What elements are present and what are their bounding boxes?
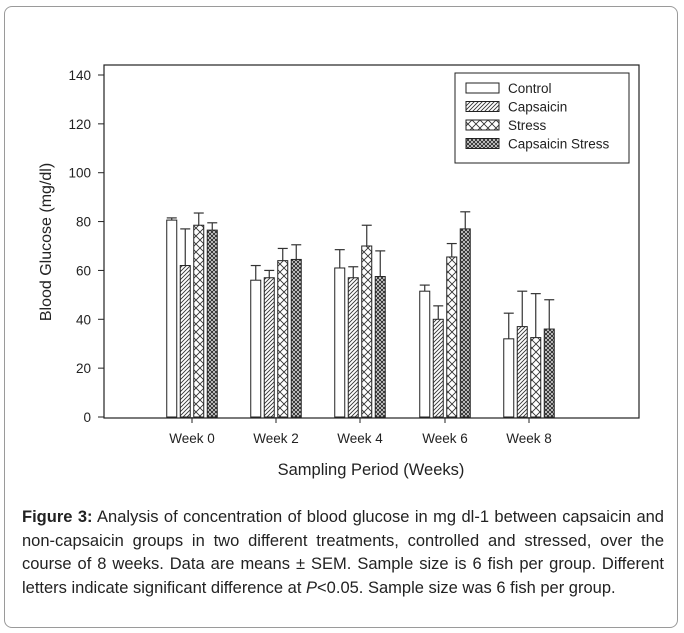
legend-item: Capsaicin Stress bbox=[465, 137, 610, 152]
bar bbox=[459, 228, 471, 418]
bar-group-item bbox=[432, 305, 444, 418]
legend-swatch bbox=[465, 138, 500, 149]
bar bbox=[516, 326, 528, 418]
bar bbox=[250, 279, 262, 418]
bar-group-item bbox=[347, 266, 359, 418]
bar bbox=[290, 258, 302, 418]
y-tick-label: 80 bbox=[76, 215, 91, 230]
caption-text-end: <0.05. Sample size was 6 fish per group. bbox=[317, 578, 616, 597]
x-tick-label: Week 6 bbox=[422, 431, 468, 446]
bar-group-item bbox=[374, 250, 386, 418]
bar-group-item bbox=[290, 244, 302, 418]
y-tick-label: 40 bbox=[76, 312, 91, 327]
bar-group-item bbox=[530, 293, 542, 418]
bar-group-item bbox=[361, 224, 373, 418]
y-tick-label: 140 bbox=[68, 68, 91, 83]
y-tick-label: 20 bbox=[76, 361, 91, 376]
bar bbox=[193, 224, 205, 418]
legend-swatch bbox=[465, 119, 500, 131]
x-tick-label: Week 8 bbox=[506, 431, 552, 446]
legend-item: Capsaicin bbox=[465, 100, 567, 115]
legend: Control Capsaicin Stress Capsaicin Stress bbox=[454, 72, 630, 164]
bar-group-item bbox=[250, 264, 262, 418]
x-tick-label: Week 4 bbox=[337, 431, 383, 446]
bar bbox=[347, 277, 359, 418]
bar bbox=[446, 256, 458, 418]
bar bbox=[277, 260, 289, 418]
legend-item: Stress bbox=[465, 118, 547, 133]
y-tick-label: 100 bbox=[68, 166, 91, 181]
x-axis-label: Sampling Period (Weeks) bbox=[278, 461, 465, 479]
figure-frame bbox=[4, 6, 678, 628]
y-tick-label: 0 bbox=[83, 410, 91, 425]
legend-swatch bbox=[465, 101, 500, 112]
plot-area bbox=[103, 64, 640, 419]
y-axis-label: Blood Glucose (mg/dl) bbox=[38, 163, 55, 321]
x-tick-label: Week 0 bbox=[169, 431, 215, 446]
bar-group-item bbox=[543, 299, 555, 418]
bar-group-item bbox=[419, 284, 431, 418]
bars-layer bbox=[166, 211, 555, 418]
bar bbox=[179, 265, 191, 418]
bar bbox=[530, 337, 542, 418]
bar-group-item bbox=[179, 228, 191, 418]
legend-label: Stress bbox=[508, 118, 547, 133]
bar-group-item bbox=[206, 222, 218, 418]
bar-group-item bbox=[459, 211, 471, 418]
caption-label: Figure 3: bbox=[22, 508, 93, 526]
bar-group-item bbox=[503, 312, 515, 418]
x-tick-label: Week 2 bbox=[253, 431, 299, 446]
bar bbox=[374, 276, 386, 418]
bar-group-item bbox=[263, 269, 275, 418]
legend-swatch bbox=[465, 82, 500, 94]
bar bbox=[263, 277, 275, 418]
bar bbox=[334, 267, 346, 418]
bar-group-item bbox=[334, 249, 346, 418]
bar-group-item bbox=[516, 290, 528, 418]
y-axis: 0 20 40 60 80 100 120 140 bbox=[68, 68, 104, 425]
figure-caption: Figure 3: Analysis of concentration of b… bbox=[22, 506, 664, 600]
y-tick-label: 120 bbox=[68, 117, 91, 132]
bar-group-item bbox=[446, 242, 458, 418]
bar bbox=[206, 229, 218, 418]
bar-group-item bbox=[193, 212, 205, 418]
bar-group-item bbox=[277, 247, 289, 418]
bar-group-item bbox=[166, 217, 178, 418]
caption-text: Analysis of concentration of blood gluco… bbox=[22, 508, 664, 597]
bar bbox=[503, 338, 515, 418]
bar bbox=[543, 328, 555, 418]
x-axis: Week 0 Week 2 Week 4 Week 6 Week 8 bbox=[169, 417, 552, 446]
legend-item: Control bbox=[465, 81, 552, 96]
y-tick-label: 60 bbox=[76, 263, 91, 278]
bar bbox=[432, 318, 444, 418]
bar bbox=[419, 290, 431, 418]
bar bbox=[361, 245, 373, 418]
legend-label: Control bbox=[508, 81, 552, 96]
legend-label: Capsaicin bbox=[508, 100, 567, 115]
legend-label: Capsaicin Stress bbox=[508, 137, 610, 152]
caption-p-symbol: P bbox=[306, 578, 318, 597]
bar bbox=[166, 219, 178, 418]
